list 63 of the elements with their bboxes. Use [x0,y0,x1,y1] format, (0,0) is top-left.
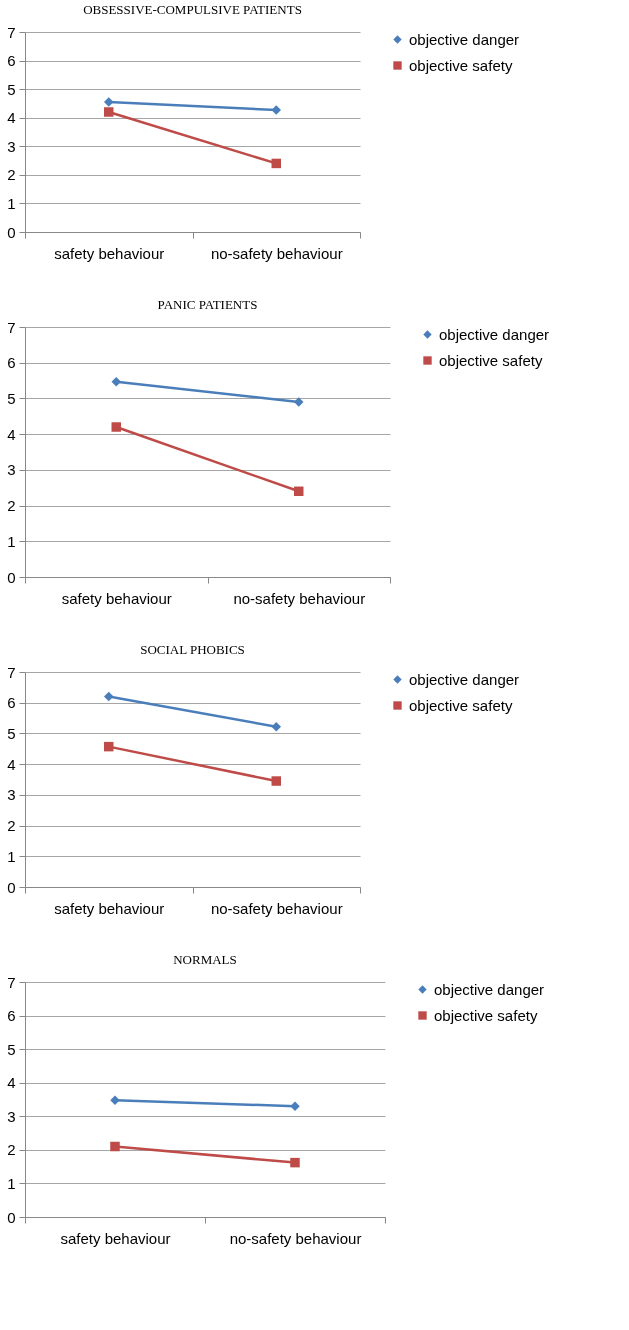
y-tick-label: 6 [7,354,16,372]
y-tick-label: 5 [7,389,16,407]
y-tick-label: 0 [7,1208,16,1226]
point [111,376,121,387]
y-tick-label: 0 [7,223,16,241]
point [271,158,281,169]
y-tick-label: 1 [7,847,16,865]
y-tick-label: 5 [7,1040,16,1058]
x-tick-label: no-safety behaviour [229,1229,362,1247]
y-tick-label: 5 [7,724,16,742]
y-tick-label: 6 [7,52,16,70]
y-tick-label: 2 [7,1141,16,1159]
y-tick-label: 3 [7,1107,16,1125]
y-tick-label: 2 [7,497,16,515]
legend-label: objective danger [439,325,550,343]
x-tick-label: safety behaviour [54,899,165,917]
x-tick-label: safety behaviour [54,244,165,262]
point [111,422,121,432]
point [104,741,114,752]
x-tick-label: safety behaviour [60,1229,171,1247]
y-tick-label: 7 [7,663,16,681]
point [104,107,114,117]
x-tick-label: safety behaviour [61,589,172,607]
point [104,691,114,702]
legend-label: objective danger [434,980,545,998]
y-tick-label: 4 [7,109,16,127]
y-tick-label: 3 [7,786,16,804]
y-tick-label: 4 [7,755,16,773]
x-tick-label: no-safety behaviour [210,899,343,917]
y-tick-label: 4 [7,425,16,443]
point [294,486,304,497]
y-tick-label: 0 [7,568,16,586]
legend-label: objective safety [434,1006,538,1024]
y-tick-label: 7 [7,23,16,41]
legend-label: objective safety [409,56,513,74]
point [271,776,281,786]
x-tick-label: no-safety behaviour [210,244,343,262]
y-tick-label: 1 [7,194,16,212]
y-tick-label: 2 [7,817,16,835]
y-tick-label: 2 [7,166,16,184]
legend-label: objective danger [409,30,520,48]
chart-title: SOCIAL PHOBICS [140,642,245,657]
chart-title: NORMALS [173,952,237,967]
y-tick-label: 3 [7,461,16,479]
legend-label: objective safety [409,696,513,714]
y-tick-label: 5 [7,80,16,98]
y-tick-label: 4 [7,1074,16,1092]
x-tick-label: no-safety behaviour [233,589,366,607]
legend-label: objective safety [439,351,543,369]
y-tick-label: 3 [7,137,16,155]
point [110,1141,120,1152]
y-tick-label: 1 [7,1174,16,1192]
y-tick-label: 6 [7,694,16,712]
y-tick-label: 1 [7,532,16,550]
y-tick-label: 7 [7,973,16,991]
y-tick-label: 0 [7,878,16,896]
point [271,721,281,732]
chart-title: PANIC PATIENTS [157,297,258,312]
point [290,1157,300,1168]
legend-label: objective danger [409,670,520,688]
chart-title: OBSESSIVE-COMPULSIVE PATIENTS [83,2,302,17]
y-tick-label: 6 [7,1007,16,1025]
y-tick-label: 7 [7,318,16,336]
